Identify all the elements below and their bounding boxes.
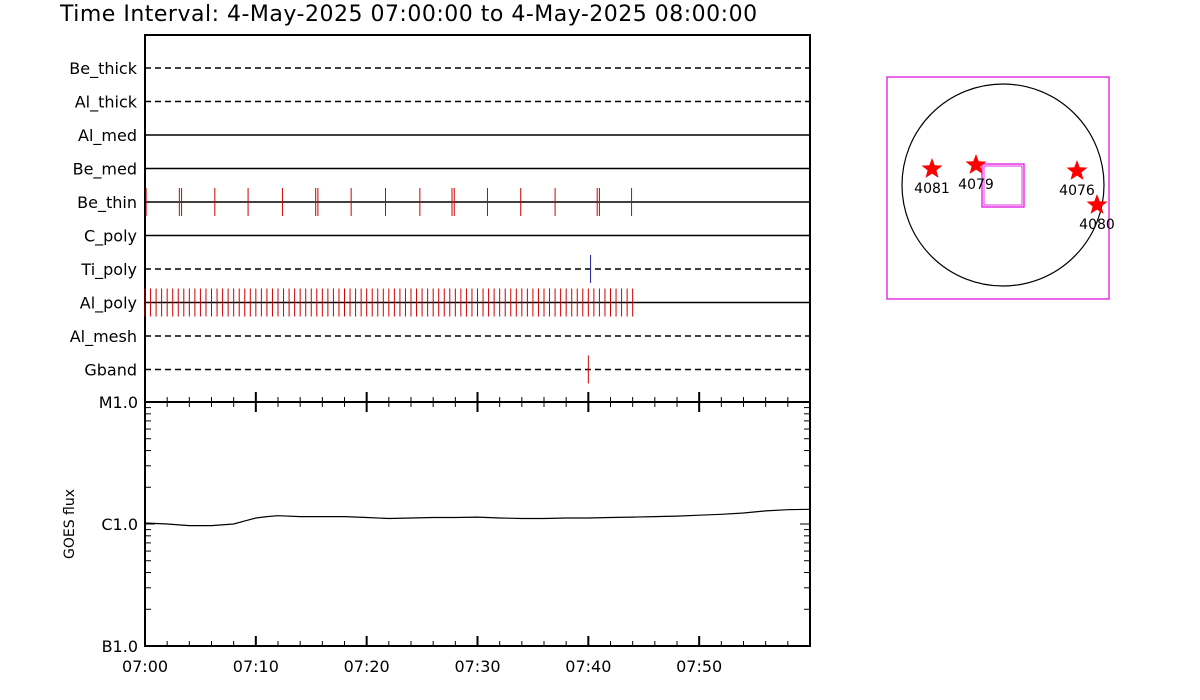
solar-disk [901,83,1105,287]
x-tick-label: 07:40 [565,657,611,676]
row-label: Be_thick [69,59,137,79]
x-tick-label: 07:50 [676,657,722,676]
x-tick-label: 07:20 [344,657,390,676]
fov-box [981,163,1025,208]
row-label: Al_med [78,126,137,146]
y-tick-label: B1.0 [102,637,138,656]
x-tick-label: 07:10 [233,657,279,676]
events-frame [144,34,811,403]
detector-events-panel: Be_thick Al_thick Al_med Be_med Be_thin C_pol… [69,34,811,403]
region-star-icon [965,154,987,174]
region-star-icon [1086,194,1108,214]
fov-box-inner [983,165,1023,206]
region-label: 4080 [1079,217,1115,233]
row-label: Be_med [73,160,137,180]
row-label: Al_thick [75,93,138,113]
region-star-icon [1066,160,1088,180]
row-label: Ti_poly [80,260,137,280]
region-label: 4081 [914,181,950,197]
y-tick-label: M1.0 [99,393,138,412]
x-tick-label: 07:00 [122,657,168,676]
row-label: Al_mesh [70,327,137,347]
row-label: Gband [84,361,137,380]
solar-map-panel: 4081 4079 4076 4080 [886,76,1115,300]
x-tick-label: 07:30 [454,657,500,676]
region-label: 4079 [958,177,994,193]
region-label: 4076 [1059,183,1095,199]
map-frame [886,76,1110,300]
page-title: Time Interval: 4-May-2025 07:00:00 to 4-… [60,2,758,27]
goes-flux-line [144,508,811,527]
y-axis-label: GOES flux [62,489,78,559]
region-star-icon [921,158,943,178]
y-tick-label: C1.0 [101,515,138,534]
goes-frame [144,401,811,647]
row-label: Al_poly [80,294,137,314]
row-label: C_poly [84,227,137,247]
goes-flux-panel: M1.0 C1.0 B1.0 GOES flux 07:00 07:10 07:20 07:3… [62,392,811,676]
row-label: Be_thin [77,193,137,213]
